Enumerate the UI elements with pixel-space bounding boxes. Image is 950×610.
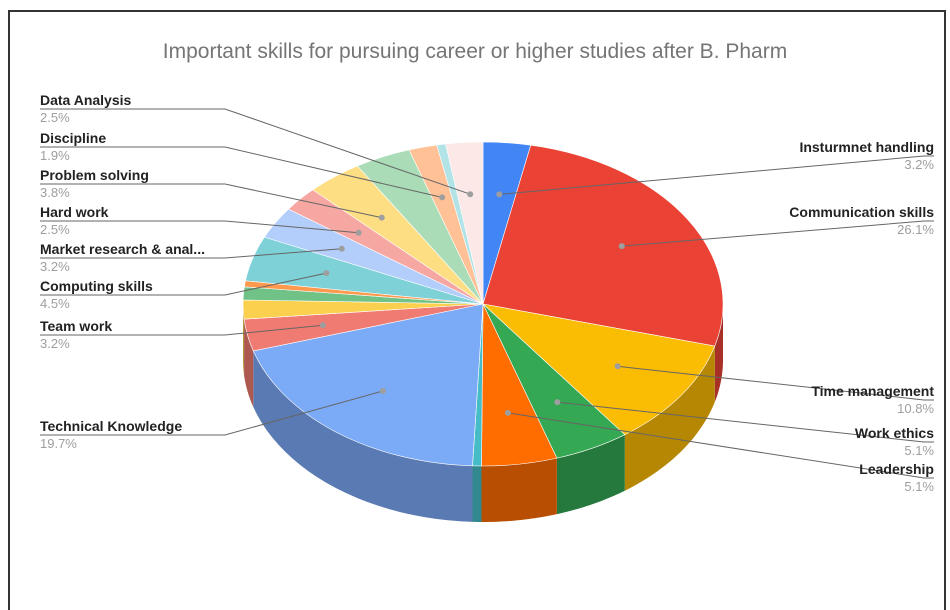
leader-line-hard-work xyxy=(40,220,359,234)
pie-sides xyxy=(243,304,723,522)
leader-line-technical-knowledge xyxy=(40,390,384,436)
leader-line-leadership xyxy=(507,412,934,479)
slice-label-discipline: Discipline xyxy=(40,130,106,146)
pie-slice-communication-skills xyxy=(482,144,724,347)
slice-value-computing-skills: 4.5% xyxy=(40,296,70,311)
leader-line-market-research-anal xyxy=(40,248,342,259)
leader-line-problem-solving xyxy=(40,183,382,219)
leader-line-time-management xyxy=(617,365,934,401)
pie-slice-technical-knowledge xyxy=(252,303,484,467)
pie-side-time-management xyxy=(624,346,715,491)
pie-slice-data-analysis xyxy=(445,141,484,305)
leader-line-communication-skills xyxy=(621,220,934,247)
slice-value-leadership: 5.1% xyxy=(904,479,934,494)
pie-side-slice-8 xyxy=(243,304,245,376)
slice-value-problem-solving: 3.8% xyxy=(40,185,70,200)
pie-side-leadership xyxy=(481,458,557,522)
leader-dot-communication-skills xyxy=(618,243,625,250)
leader-dot-computing-skills xyxy=(323,270,330,277)
leader-line-insturmnet-handling xyxy=(499,155,934,195)
slice-value-communication-skills: 26.1% xyxy=(897,222,934,237)
slice-label-data-analysis: Data Analysis xyxy=(40,92,132,108)
leader-line-discipline xyxy=(40,146,443,198)
pie-slice-time-management xyxy=(482,303,716,436)
leader-dot-insturmnet-handling xyxy=(496,191,503,198)
slice-label-time-management: Time management xyxy=(811,383,934,399)
leader-dot-work-ethics xyxy=(554,399,561,406)
pie-chart: Insturmnet handling 3.2% Communication ski… xyxy=(40,92,934,522)
slice-value-data-analysis: 2.5% xyxy=(40,110,70,125)
leader-dot-data-analysis xyxy=(467,191,474,198)
slice-label-computing-skills: Computing skills xyxy=(40,278,153,294)
slice-label-team-work: Team work xyxy=(40,318,112,334)
leader-dot-hard-work xyxy=(355,229,362,236)
slice-label-hard-work: Hard work xyxy=(40,204,109,220)
leader-dot-market-research-anal xyxy=(338,245,345,252)
pie-slices xyxy=(242,141,724,467)
slice-value-market-research-anal: 3.2% xyxy=(40,259,70,274)
slice-value-technical-knowledge: 19.7% xyxy=(40,436,77,451)
leader-line-computing-skills xyxy=(40,272,327,296)
slice-label-technical-knowledge: Technical Knowledge xyxy=(40,418,182,434)
leader-line-team-work xyxy=(40,324,323,336)
slice-value-discipline: 1.9% xyxy=(40,148,70,163)
leader-dot-discipline xyxy=(439,194,446,201)
slice-label-insturmnet-handling: Insturmnet handling xyxy=(799,139,934,155)
leader-dot-technical-knowledge xyxy=(379,388,386,394)
pie-side-team-work xyxy=(244,319,254,407)
pie-labels: Insturmnet handling 3.2% Communication ski… xyxy=(40,92,934,494)
slice-value-insturmnet-handling: 3.2% xyxy=(904,157,934,172)
slice-value-team-work: 3.2% xyxy=(40,336,70,351)
pie-side-technical-knowledge xyxy=(253,350,473,522)
pie-side-work-ethics xyxy=(556,434,625,515)
slice-label-communication-skills: Communication skills xyxy=(789,204,934,220)
leader-dot-leadership xyxy=(504,409,511,416)
pie-side-slice-5 xyxy=(472,465,482,522)
slice-value-hard-work: 2.5% xyxy=(40,222,70,237)
slice-label-work-ethics: Work ethics xyxy=(855,425,934,441)
leader-dot-time-management xyxy=(614,363,621,370)
slice-value-time-management: 10.8% xyxy=(897,401,934,416)
leader-dot-problem-solving xyxy=(378,214,385,221)
slice-label-problem-solving: Problem solving xyxy=(40,167,149,183)
slice-label-leadership: Leadership xyxy=(859,461,934,477)
leader-dot-team-work xyxy=(319,322,326,329)
leader-line-work-ethics xyxy=(557,401,934,443)
slice-label-market-research-anal: Market research & anal... xyxy=(40,241,205,257)
leader-line-data-analysis xyxy=(40,108,471,195)
chart-title: Important skills for pursuing career or … xyxy=(162,40,788,63)
slice-value-work-ethics: 5.1% xyxy=(904,443,934,458)
